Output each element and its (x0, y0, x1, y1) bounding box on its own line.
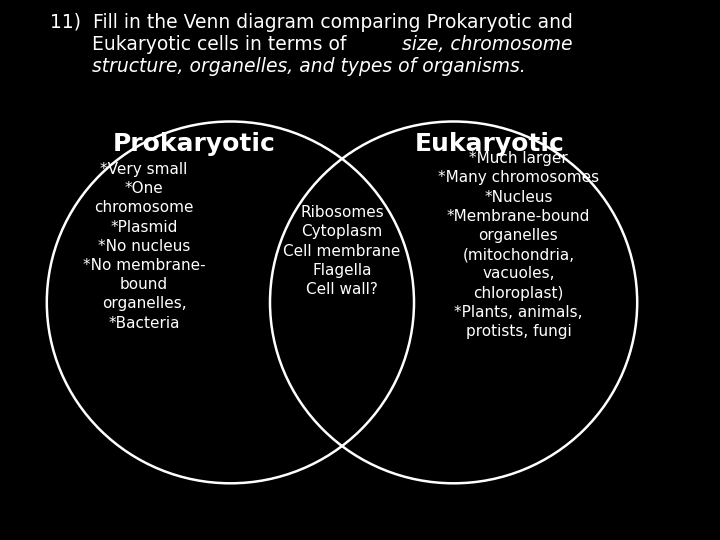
Text: Eukaryotic: Eukaryotic (415, 132, 564, 156)
Text: size, chromosome: size, chromosome (402, 35, 572, 54)
Text: Eukaryotic cells in terms of: Eukaryotic cells in terms of (50, 35, 353, 54)
Text: *Much larger
*Many chromosomes
*Nucleus
*Membrane-bound
organelles
(mitochondria: *Much larger *Many chromosomes *Nucleus … (438, 151, 599, 339)
Text: *Very small
*One
chromosome
*Plasmid
*No nucleus
*No membrane-
bound
organelles,: *Very small *One chromosome *Plasmid *No… (83, 162, 205, 330)
Text: structure, organelles, and types of organisms.: structure, organelles, and types of orga… (50, 57, 526, 76)
Text: 11)  Fill in the Venn diagram comparing Prokaryotic and: 11) Fill in the Venn diagram comparing P… (50, 14, 573, 32)
Text: Prokaryotic: Prokaryotic (113, 132, 276, 156)
Text: Ribosomes
Cytoplasm
Cell membrane
Flagella
Cell wall?: Ribosomes Cytoplasm Cell membrane Flagel… (283, 205, 401, 297)
